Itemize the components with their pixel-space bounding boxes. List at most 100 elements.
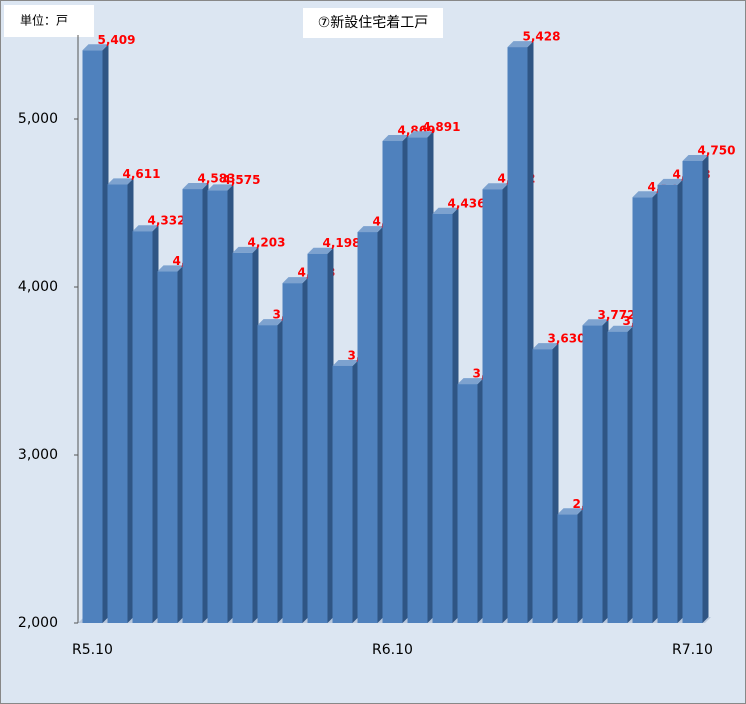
bar-front <box>657 184 678 623</box>
bar-front <box>307 253 328 623</box>
bar-top <box>282 277 309 284</box>
bar-side <box>427 131 434 623</box>
bar-top <box>382 135 409 142</box>
value-label: 4,583 <box>198 172 236 186</box>
bar-side <box>177 265 184 623</box>
bar <box>507 41 534 623</box>
bar-front <box>207 190 228 623</box>
bar-top <box>357 226 384 233</box>
bar-top <box>607 325 634 332</box>
bar-side <box>327 247 334 623</box>
bar-side <box>502 183 509 623</box>
bar-top <box>657 178 684 185</box>
bar-side <box>452 207 459 623</box>
bar-side <box>552 343 559 623</box>
chart-title: ⑦新設住宅着工戸 <box>318 15 429 31</box>
bar <box>382 135 409 623</box>
bar-top <box>132 225 159 232</box>
bar-top <box>682 155 709 161</box>
bar-top <box>457 378 484 385</box>
bar-side <box>302 277 309 623</box>
bar-side <box>527 41 534 623</box>
value-label: 4,575 <box>223 173 261 187</box>
value-label: 4,436 <box>448 196 486 210</box>
bar-front <box>532 349 553 623</box>
bar-front <box>107 184 128 624</box>
bar <box>482 183 509 623</box>
bar <box>632 191 659 623</box>
bar-side <box>152 225 159 623</box>
x-tick-label: R7.10 <box>672 642 713 658</box>
x-tick-label: R5.10 <box>72 642 113 658</box>
bar <box>207 184 234 623</box>
bar-side <box>127 178 134 624</box>
bar-side <box>477 378 484 623</box>
bar-front <box>582 325 603 623</box>
value-label: 5,428 <box>523 30 561 44</box>
bar-top <box>557 508 584 515</box>
bar <box>307 247 334 623</box>
bar-top <box>182 183 209 190</box>
bar-top <box>232 246 259 253</box>
value-label: 4,891 <box>423 120 461 134</box>
value-label: 4,203 <box>248 235 286 249</box>
bar <box>82 44 109 623</box>
bar-side <box>577 508 584 623</box>
value-label: 3,772 <box>598 308 636 322</box>
y-tick-label: 2,000 <box>18 615 58 631</box>
bar <box>607 325 634 623</box>
bar <box>282 277 309 623</box>
value-label: 3,630 <box>548 332 586 346</box>
bar-front <box>482 189 503 623</box>
bar-front <box>182 189 203 623</box>
bar <box>582 319 609 623</box>
y-tick-label: 3,000 <box>18 447 58 463</box>
bar-front <box>232 252 253 623</box>
bar-side <box>227 184 234 623</box>
bar-side <box>102 44 109 623</box>
bar-top <box>532 343 559 350</box>
y-tick-label: 4,000 <box>18 279 58 295</box>
bar-side <box>702 155 709 623</box>
bar-top <box>207 184 234 191</box>
bar-side <box>202 183 209 623</box>
bar-front <box>457 384 478 623</box>
bar-front <box>332 365 353 623</box>
bar <box>657 178 684 623</box>
bar-front <box>157 271 178 623</box>
bar-front <box>132 231 153 623</box>
y-tick-label: 5,000 <box>18 111 58 127</box>
value-label: 5,409 <box>98 33 136 47</box>
bar-top <box>632 191 659 198</box>
value-label: 4,198 <box>323 236 361 250</box>
bar-top <box>432 207 459 214</box>
bar-front <box>357 232 378 623</box>
bar-top <box>157 265 184 272</box>
bar <box>457 378 484 623</box>
bar <box>557 508 584 623</box>
bar-top <box>407 131 434 138</box>
bar-front <box>557 514 578 623</box>
bar <box>332 359 359 623</box>
bar <box>232 246 259 623</box>
bar-side <box>402 135 409 623</box>
bar-top <box>507 41 534 48</box>
bar-front <box>682 161 703 623</box>
bar-side <box>652 191 659 623</box>
title-box <box>303 8 443 38</box>
value-label: 4,750 <box>698 144 736 158</box>
x-tick-label: R6.10 <box>372 642 413 658</box>
bar <box>157 265 184 623</box>
bar-front <box>282 283 303 623</box>
bar-top <box>582 319 609 326</box>
bar-front <box>632 197 653 623</box>
bar <box>257 319 284 623</box>
bar <box>182 183 209 623</box>
bar <box>407 131 434 623</box>
bar <box>107 178 134 624</box>
bar-front <box>432 213 453 623</box>
bar-side <box>252 246 259 623</box>
bar-front <box>257 325 278 623</box>
